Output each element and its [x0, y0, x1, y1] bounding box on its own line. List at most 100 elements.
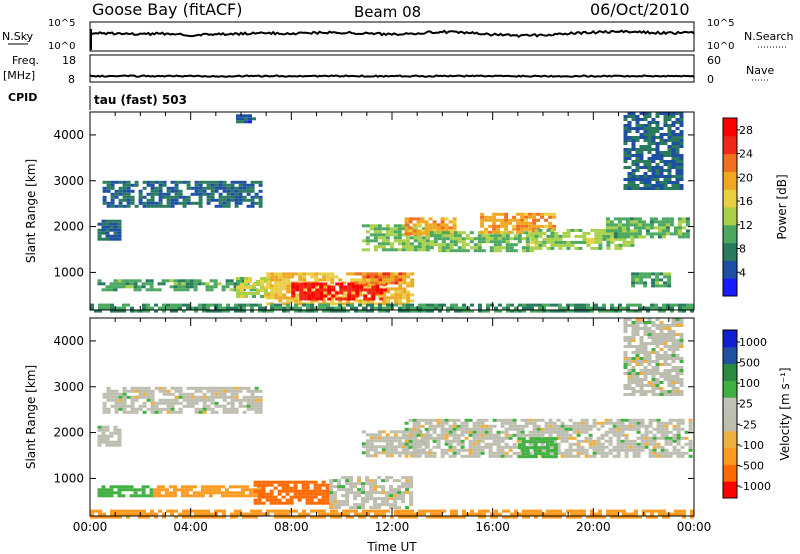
power-cell	[110, 204, 115, 208]
vel-cell	[480, 445, 485, 449]
vel-cell	[253, 498, 258, 502]
power-cell	[385, 242, 390, 246]
vel-cell	[640, 442, 645, 446]
vel-cell	[572, 430, 577, 434]
vel-cell	[317, 492, 322, 496]
power-cell	[214, 303, 218, 307]
power-cell	[369, 233, 374, 237]
vel-cell	[321, 492, 326, 496]
power-cell	[647, 163, 652, 166]
vel-cell	[676, 451, 681, 455]
power-cell	[613, 229, 618, 233]
power-cell	[530, 303, 534, 307]
vel-cell	[98, 512, 102, 516]
velocity-colorbar-swatch	[723, 397, 737, 415]
vel-cell	[659, 333, 664, 336]
vel-cell	[428, 451, 433, 455]
vel-cell	[468, 454, 473, 458]
power-cell	[631, 178, 636, 181]
power-cell	[370, 281, 375, 285]
vel-cell	[369, 485, 374, 489]
vel-cell	[620, 418, 625, 422]
vel-cell	[628, 439, 633, 443]
vel-cell	[663, 336, 668, 339]
power-cell	[138, 201, 143, 205]
vel-cell	[373, 485, 378, 489]
power-cell	[548, 221, 553, 225]
vel-cell	[444, 451, 449, 455]
power-cell	[562, 234, 567, 238]
vel-cell	[572, 427, 577, 431]
vel-cell	[118, 515, 122, 519]
power-cell	[659, 181, 664, 184]
power-cell	[508, 230, 513, 234]
power-cell	[631, 275, 636, 279]
power-cell	[335, 297, 340, 301]
vel-cell	[616, 445, 621, 449]
power-cell	[675, 151, 680, 154]
power-cell	[610, 237, 615, 241]
frequency-panel: Freq. [MHz] 18 8 60 0 Nave	[3, 54, 774, 86]
power-cell	[682, 303, 686, 307]
vel-cell	[329, 503, 334, 507]
vel-cell	[160, 488, 165, 492]
vel-cell	[420, 424, 425, 428]
power-cell	[496, 212, 501, 216]
power-cell	[394, 296, 399, 300]
power-cell	[679, 163, 684, 166]
power-cell	[457, 249, 462, 253]
vel-cell	[655, 360, 660, 363]
vel-cell	[560, 424, 565, 428]
power-cell	[282, 293, 287, 297]
power-cell	[534, 303, 538, 307]
power-cell	[236, 117, 240, 121]
power-cell	[244, 286, 248, 289]
power-cell	[622, 240, 627, 244]
vel-cell	[293, 486, 298, 490]
vel-cell	[659, 354, 664, 357]
vel-cell	[533, 455, 538, 459]
power-cell	[242, 189, 247, 193]
vel-cell	[106, 395, 111, 399]
power-cell	[270, 284, 275, 288]
power-cell	[405, 242, 410, 246]
vel-cell	[385, 476, 390, 480]
vel-cell	[210, 386, 215, 390]
power-cell	[158, 198, 163, 202]
vel-cell	[500, 430, 505, 434]
power-cell	[489, 237, 494, 241]
vel-cell	[404, 448, 409, 452]
power-cell	[558, 303, 562, 307]
power-cell	[174, 189, 179, 193]
power-cell	[606, 246, 611, 250]
power-cell	[639, 145, 644, 148]
vel-cell	[537, 437, 542, 441]
vel-cell	[668, 436, 673, 440]
power-cell	[226, 198, 231, 202]
power-cell	[149, 285, 154, 289]
vel-cell	[333, 479, 338, 483]
power-cell	[425, 236, 430, 240]
vel-cell	[106, 407, 111, 411]
vel-cell	[162, 401, 167, 405]
power-cell	[548, 215, 553, 219]
vel-cell	[643, 321, 648, 324]
power-cell	[397, 236, 402, 240]
power-cell	[374, 275, 379, 279]
vel-cell	[675, 393, 680, 396]
vel-cell	[397, 430, 402, 434]
vel-cell	[436, 436, 441, 440]
power-cell	[158, 306, 162, 310]
vel-cell	[158, 398, 163, 402]
power-cell	[202, 303, 206, 307]
power-cell	[190, 186, 195, 190]
vel-cell	[500, 454, 505, 458]
power-cell	[374, 278, 379, 282]
power-cell	[594, 240, 599, 244]
vel-cell	[622, 512, 626, 516]
power-cell	[671, 145, 676, 148]
vel-cell	[564, 436, 569, 440]
vel-cell	[572, 421, 577, 425]
power-cell	[402, 290, 407, 294]
vel-cell	[502, 509, 506, 513]
